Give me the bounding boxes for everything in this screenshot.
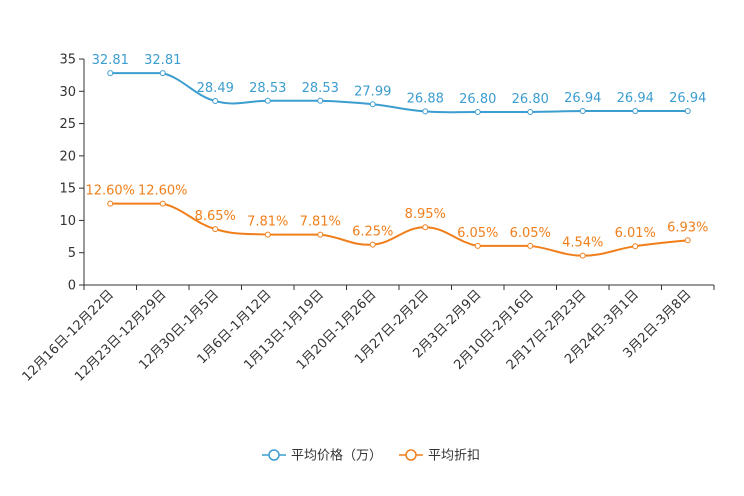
y-tick-label: 15 (59, 182, 76, 197)
legend-label: 平均价格（万） (291, 448, 382, 464)
data-label: 26.94 (669, 91, 706, 106)
data-label: 12.60% (138, 184, 188, 199)
data-label: 7.81% (300, 215, 341, 230)
data-point[interactable] (422, 108, 429, 115)
data-point[interactable] (527, 242, 534, 249)
y-tick-label: 5 (68, 246, 76, 261)
data-label: 28.49 (197, 81, 234, 96)
legend-marker-icon (268, 449, 280, 461)
data-point[interactable] (107, 200, 114, 207)
data-point[interactable] (632, 243, 639, 250)
data-point[interactable] (474, 242, 481, 249)
data-label: 6.93% (667, 220, 708, 235)
data-label: 26.88 (407, 91, 444, 106)
data-point[interactable] (369, 241, 376, 248)
data-point[interactable] (422, 224, 429, 231)
data-point[interactable] (107, 70, 114, 77)
data-point[interactable] (684, 108, 691, 115)
data-point[interactable] (684, 237, 691, 244)
y-tick-label: 25 (59, 117, 76, 132)
series-points (107, 70, 691, 259)
data-point[interactable] (474, 108, 481, 115)
legend-item-1[interactable]: 平均折扣 (399, 449, 480, 464)
data-point[interactable] (264, 231, 271, 238)
data-point[interactable] (579, 252, 586, 259)
legend-label: 平均折扣 (428, 449, 480, 464)
data-label: 28.53 (249, 81, 286, 96)
data-label: 26.94 (564, 91, 601, 106)
data-label: 4.54% (562, 236, 603, 251)
legend-item-0[interactable]: 平均价格（万） (262, 448, 382, 464)
x-axis-ticks: 12月16日-12月22日12月23日-12月29日12月30日-1月5日1月6… (20, 285, 715, 385)
data-label: 26.94 (617, 91, 654, 106)
data-label: 28.53 (302, 81, 339, 96)
data-point[interactable] (317, 97, 324, 104)
data-point[interactable] (159, 200, 166, 207)
data-label: 6.01% (615, 226, 656, 241)
data-label: 6.05% (457, 226, 498, 241)
data-label: 8.65% (195, 209, 236, 224)
data-label: 7.81% (247, 215, 288, 230)
series-line-0 (110, 72, 688, 114)
y-tick-label: 30 (59, 85, 76, 100)
data-point[interactable] (369, 101, 376, 108)
data-point[interactable] (579, 108, 586, 115)
data-label: 32.81 (144, 53, 181, 68)
x-tick-label: 12月16日-12月22日 (20, 287, 117, 384)
data-label: 6.25% (352, 225, 393, 240)
data-label: 12.60% (85, 184, 135, 199)
data-point[interactable] (159, 70, 166, 77)
data-label: 32.81 (92, 53, 129, 68)
data-point[interactable] (212, 98, 219, 105)
y-tick-label: 0 (68, 279, 76, 294)
data-point[interactable] (527, 108, 534, 115)
data-label: 27.99 (354, 84, 391, 99)
data-point[interactable] (264, 97, 271, 104)
x-tick-label: 12月23日-12月29日 (72, 287, 169, 384)
data-label: 26.80 (512, 92, 549, 107)
series-data-labels: 32.81 32.81 28.49 28.53 28.53 27.99 26.88 26.80… (85, 53, 708, 251)
data-point[interactable] (632, 108, 639, 115)
legend-marker-icon (405, 449, 417, 461)
data-point[interactable] (317, 231, 324, 238)
y-tick-label: 10 (59, 214, 76, 229)
data-label: 26.80 (459, 92, 496, 107)
data-label: 8.95% (405, 207, 446, 222)
data-point[interactable] (212, 226, 219, 233)
series-line-1 (110, 202, 688, 257)
y-axis-ticks: 0 5 10 15 20 25 30 35 (59, 53, 84, 294)
data-label: 6.05% (510, 226, 551, 241)
y-tick-label: 20 (59, 149, 76, 164)
legend: 平均价格（万） 平均折扣 (262, 448, 480, 464)
series-lines (110, 72, 688, 257)
y-tick-label: 35 (59, 53, 76, 68)
